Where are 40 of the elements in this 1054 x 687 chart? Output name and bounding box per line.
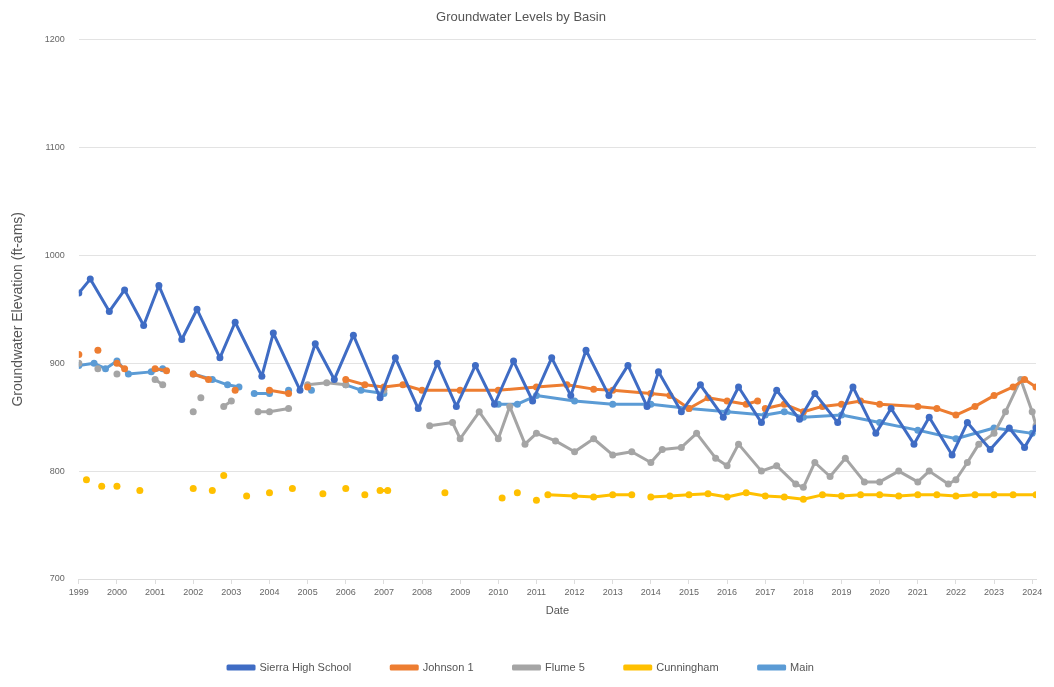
- x-tick-label: 2004: [259, 586, 280, 597]
- y-tick-label: 700: [49, 573, 65, 584]
- legend-label: Johnson 1: [422, 660, 474, 673]
- x-tick-label: 1999: [68, 586, 89, 597]
- y-tick-label: 1200: [44, 34, 65, 45]
- x-tick-label: 2010: [488, 586, 509, 597]
- y-tick-label: 1100: [45, 141, 65, 152]
- legend-label: Sierra High School: [259, 660, 352, 673]
- x-tick-label: 2016: [717, 586, 738, 597]
- x-tick-label: 2022: [945, 586, 966, 597]
- x-tick-label: 2020: [869, 586, 890, 597]
- x-tick-label: 2007: [373, 586, 394, 597]
- x-tick-label: 2008: [412, 586, 433, 597]
- x-tick-label: 2024: [1022, 586, 1043, 597]
- x-tick-label: 2021: [907, 586, 928, 597]
- x-tick-label: 2014: [640, 586, 661, 597]
- x-tick-label: 2011: [526, 586, 547, 597]
- x-axis-title: Date: [545, 604, 570, 617]
- legend-label: Main: [790, 660, 814, 673]
- x-tick-label: 2003: [221, 586, 242, 597]
- legend-label: Flume 5: [545, 660, 585, 673]
- x-tick-label: 2009: [450, 586, 471, 597]
- x-tick-label: 2002: [183, 586, 204, 597]
- x-tick-label: 2019: [831, 586, 852, 597]
- x-tick-label: 2018: [793, 586, 814, 597]
- x-tick-label: 2005: [297, 586, 318, 597]
- chart-title: Groundwater Levels by Basin: [436, 9, 606, 25]
- y-axis-title: Groundwater Elevation (ft-ams): [9, 212, 26, 407]
- x-tick-label: 2023: [984, 586, 1005, 597]
- x-tick-label: 2017: [755, 586, 776, 597]
- x-tick-label: 2000: [106, 586, 127, 597]
- y-tick-label: 900: [49, 357, 65, 368]
- y-tick-label: 1000: [44, 249, 65, 260]
- y-tick-label: 800: [49, 465, 65, 476]
- x-tick-label: 2015: [678, 586, 699, 597]
- legend-label: Cunningham: [656, 660, 719, 673]
- x-tick-label: 2012: [564, 586, 585, 597]
- x-tick-label: 2013: [602, 586, 623, 597]
- x-tick-label: 2001: [145, 586, 166, 597]
- x-tick-label: 2006: [335, 586, 356, 597]
